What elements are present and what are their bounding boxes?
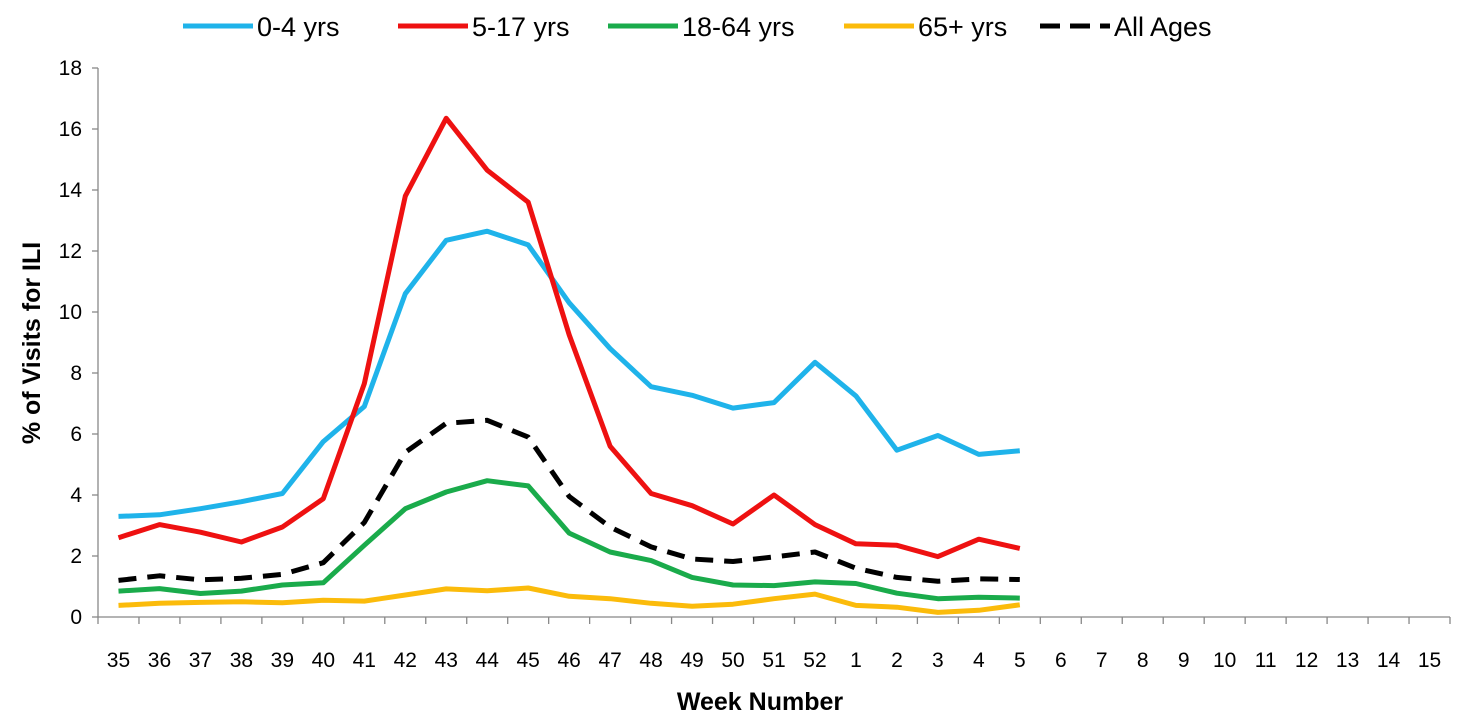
y-tick-label: 8 bbox=[70, 362, 82, 385]
x-tick-label: 10 bbox=[1213, 649, 1236, 672]
y-tick-label: 16 bbox=[59, 118, 82, 141]
x-axis-title: Week Number bbox=[677, 688, 844, 716]
legend-label: 65+ yrs bbox=[918, 12, 1007, 42]
y-tick-label: 2 bbox=[70, 545, 82, 568]
x-tick-label: 11 bbox=[1255, 649, 1277, 672]
x-tick-label: 5 bbox=[1014, 649, 1026, 672]
x-tick-label: 7 bbox=[1096, 649, 1108, 672]
x-tick-label: 35 bbox=[107, 649, 130, 672]
x-tick-label: 8 bbox=[1137, 649, 1149, 672]
x-tick-label: 50 bbox=[721, 649, 744, 672]
x-tick-label: 48 bbox=[639, 649, 662, 672]
y-tick-label: 14 bbox=[59, 179, 83, 202]
x-tick-label: 15 bbox=[1418, 649, 1441, 672]
x-tick-label: 9 bbox=[1178, 649, 1190, 672]
legend-label: All Ages bbox=[1114, 12, 1212, 42]
x-tick-label: 49 bbox=[680, 649, 703, 672]
x-tick-label: 47 bbox=[598, 649, 621, 672]
x-tick-label: 12 bbox=[1295, 649, 1318, 672]
y-tick-label: 10 bbox=[59, 301, 82, 324]
x-tick-label: 51 bbox=[762, 649, 785, 672]
x-tick-label: 52 bbox=[803, 649, 826, 672]
y-axis: 0 2 4 6 8 10 12 14 16 18 bbox=[59, 57, 99, 629]
legend-label: 18-64 yrs bbox=[682, 12, 795, 42]
x-tick-label: 1 bbox=[850, 649, 862, 672]
y-tick-label: 0 bbox=[70, 606, 82, 629]
x-tick-label: 13 bbox=[1336, 649, 1359, 672]
x-tick-label: 2 bbox=[891, 649, 903, 672]
x-tick-label: 39 bbox=[271, 649, 294, 672]
x-tick-label: 14 bbox=[1377, 649, 1401, 672]
x-tick-label: 40 bbox=[312, 649, 335, 672]
y-tick-label: 4 bbox=[70, 484, 82, 507]
y-tick-label: 6 bbox=[70, 423, 82, 446]
x-tick-label: 46 bbox=[557, 649, 580, 672]
x-tick-label: 37 bbox=[189, 649, 212, 672]
legend: 0-4 yrs 5-17 yrs 18-64 yrs 65+ yrs All Ages bbox=[183, 12, 1212, 42]
x-tick-label: 42 bbox=[394, 649, 417, 672]
legend-label: 0-4 yrs bbox=[257, 12, 340, 42]
series-line-18-64-yrs bbox=[118, 478, 1020, 602]
x-tick-label: 44 bbox=[476, 649, 500, 672]
x-axis: 35 36 37 38 39 40 41 42 43 44 45 46 47 48 49 50 51 52 1 2 3 4… bbox=[97, 616, 1451, 672]
series-group bbox=[117, 115, 1021, 615]
x-tick-label: 41 bbox=[353, 649, 376, 672]
y-tick-label: 12 bbox=[59, 240, 82, 263]
y-axis-title: % of Visits for ILI bbox=[18, 242, 46, 444]
series-line-all-ages bbox=[118, 417, 1020, 584]
x-tick-label: 45 bbox=[517, 649, 540, 672]
legend-label: 5-17 yrs bbox=[472, 12, 570, 42]
x-tick-label: 38 bbox=[230, 649, 253, 672]
x-tick-label: 6 bbox=[1055, 649, 1067, 672]
x-tick-label: 3 bbox=[932, 649, 944, 672]
x-tick-label: 36 bbox=[148, 649, 171, 672]
series-line-0-4-yrs bbox=[118, 228, 1021, 519]
y-tick-label: 18 bbox=[59, 57, 82, 80]
x-tick-label: 43 bbox=[435, 649, 458, 672]
series-line-5-17-yrs bbox=[117, 115, 1021, 560]
series-line-65-yrs bbox=[118, 585, 1021, 615]
x-tick-label: 4 bbox=[973, 649, 985, 672]
